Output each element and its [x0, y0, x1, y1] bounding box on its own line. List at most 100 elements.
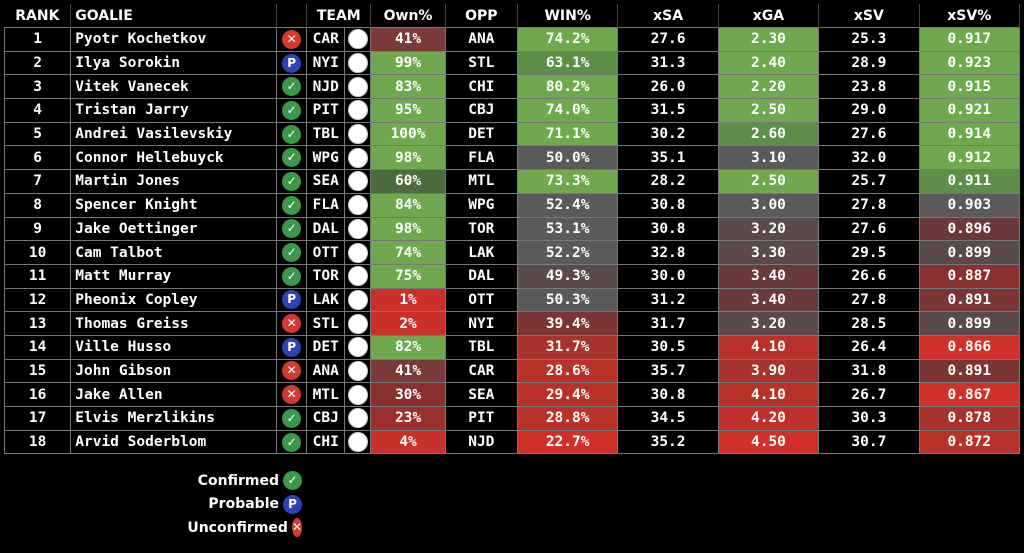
col-header-xga[interactable]: xGA: [718, 4, 820, 28]
xsv-cell: 23.8: [818, 74, 920, 100]
own-pct-cell: 95%: [370, 98, 446, 123]
legend-label: Confirmed: [197, 472, 279, 489]
col-header-xsvp[interactable]: xSV%: [919, 4, 1021, 28]
confirmed-status-icon: ✓: [282, 148, 302, 168]
opponent-cell: STL: [444, 50, 518, 76]
goalie-name-cell: Matt Murray: [70, 263, 278, 289]
xsv-pct-cell: 0.891: [918, 358, 1021, 384]
xsv-cell: 26.6: [818, 263, 920, 289]
own-pct-cell: 83%: [370, 74, 446, 100]
rank-cell: 1: [3, 27, 72, 52]
col-header-status: [276, 4, 308, 28]
win-pct-cell: 63.1%: [516, 50, 619, 76]
table-row: 3 Vitek Vanecek ✓ NJD 83% CHI 80.2% 26.0 2.20 23.…: [3, 74, 1021, 100]
team-cell: SEA: [306, 169, 346, 194]
xsv-pct-cell: 0.872: [918, 429, 1021, 455]
opponent-cell: NYI: [444, 311, 518, 336]
xga-cell: 3.30: [717, 240, 820, 265]
xsv-cell: 32.0: [818, 145, 920, 171]
col-header-win[interactable]: WIN%: [517, 4, 619, 28]
table-row: 13 Thomas Greiss ✕ STL 2% NYI 39.4% 31.7 3.20 28.…: [3, 311, 1021, 336]
confirmed-status-icon: ✓: [282, 408, 302, 428]
team-logo-cell: [344, 169, 372, 194]
col-header-team[interactable]: TEAM: [306, 4, 372, 28]
team-logo-icon: [347, 76, 368, 97]
col-header-xsv[interactable]: xSV: [818, 4, 920, 28]
col-header-opp[interactable]: OPP: [445, 4, 518, 28]
col-header-xsa[interactable]: xSA: [617, 4, 719, 28]
xsa-cell: 31.7: [617, 311, 719, 336]
table-row: 14 Ville Husso P DET 82% TBL 31.7% 30.5 4.10 26.4…: [3, 334, 1021, 360]
goalie-name-cell: Arvid Soderblom: [70, 429, 278, 455]
rank-cell: 7: [3, 169, 72, 194]
table-row: 1 Pyotr Kochetkov ✕ CAR 41% ANA 74.2% 27.6 2.30 2…: [3, 27, 1021, 52]
confirmed-status-icon: ✓: [283, 471, 302, 491]
win-pct-cell: 39.4%: [516, 311, 619, 336]
opponent-cell: CAR: [444, 358, 518, 384]
team-cell: TBL: [306, 121, 346, 147]
legend-item-unconfirmed: Unconfirmed ✕: [187, 516, 302, 540]
xsa-cell: 31.5: [617, 98, 719, 123]
opponent-cell: DAL: [444, 263, 518, 289]
team-cell: CBJ: [306, 406, 346, 431]
col-header-own[interactable]: Own%: [370, 4, 446, 28]
xsv-cell: 26.4: [818, 334, 920, 360]
confirmed-status-icon: ✓: [282, 124, 302, 144]
team-logo-cell: [344, 145, 372, 171]
xga-cell: 2.40: [717, 50, 820, 76]
own-pct-cell: 41%: [370, 27, 446, 52]
own-pct-cell: 82%: [370, 334, 446, 360]
legend-item-probable: Probable P: [190, 493, 302, 517]
team-logo-icon: [347, 337, 368, 358]
goalie-name-cell: Connor Hellebuyck: [70, 145, 278, 171]
rank-cell: 3: [3, 74, 72, 100]
rank-cell: 17: [3, 406, 72, 431]
rank-cell: 16: [3, 382, 72, 407]
goalie-name-cell: John Gibson: [70, 358, 278, 384]
rank-cell: 5: [3, 121, 72, 147]
probable-status-icon: P: [282, 337, 302, 357]
team-logo-cell: [344, 27, 372, 52]
status-cell: ✓: [276, 263, 308, 289]
win-pct-cell: 28.6%: [516, 358, 619, 384]
team-cell: TOR: [306, 263, 346, 289]
confirmed-status-icon: ✓: [282, 100, 302, 120]
unconfirmed-status-icon: ✕: [282, 314, 302, 334]
header-row: RANK GOALIE TEAM Own% OPP WIN% xSA xGA x…: [4, 4, 1021, 28]
rank-cell: 18: [3, 429, 72, 455]
xga-cell: 3.20: [717, 216, 820, 242]
xsv-cell: 27.8: [818, 192, 920, 218]
status-cell: ✕: [276, 358, 308, 384]
team-logo-icon: [347, 242, 368, 263]
col-header-rank[interactable]: RANK: [4, 4, 72, 28]
unconfirmed-status-icon: ✕: [282, 361, 302, 381]
xsv-pct-cell: 0.867: [918, 382, 1021, 407]
xga-cell: 3.40: [717, 287, 820, 313]
status-cell: ✕: [276, 27, 308, 52]
status-cell: P: [276, 334, 308, 360]
win-pct-cell: 52.4%: [516, 192, 619, 218]
own-pct-cell: 41%: [370, 358, 446, 384]
team-logo-icon: [347, 432, 368, 453]
team-logo-icon: [347, 171, 368, 192]
own-pct-cell: 75%: [370, 263, 446, 289]
xga-cell: 3.40: [717, 263, 820, 289]
opponent-cell: CHI: [444, 74, 518, 100]
status-cell: ✓: [276, 192, 308, 218]
probable-status-icon: P: [283, 494, 302, 514]
xsa-cell: 30.8: [617, 382, 719, 407]
xga-cell: 4.50: [717, 429, 820, 455]
win-pct-cell: 80.2%: [516, 74, 619, 100]
xga-cell: 3.00: [717, 192, 820, 218]
status-cell: P: [276, 287, 308, 313]
xsa-cell: 26.0: [617, 74, 719, 100]
col-header-goalie[interactable]: GOALIE: [70, 4, 278, 28]
win-pct-cell: 53.1%: [516, 216, 619, 242]
xsv-pct-cell: 0.921: [918, 98, 1021, 123]
xsv-cell: 26.7: [818, 382, 920, 407]
xsv-cell: 29.5: [818, 240, 920, 265]
team-logo-icon: [347, 195, 368, 216]
team-logo-cell: [344, 429, 372, 455]
goalie-name-cell: Pyotr Kochetkov: [70, 27, 278, 52]
rank-cell: 13: [3, 311, 72, 336]
